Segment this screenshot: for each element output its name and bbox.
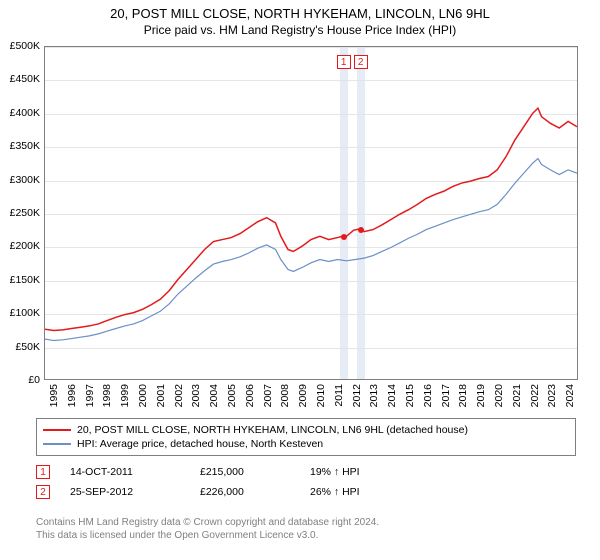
y-tick-label: £50K xyxy=(15,341,40,353)
x-tick-label: 2005 xyxy=(226,384,238,407)
footnote-line2: This data is licensed under the Open Gov… xyxy=(36,529,576,542)
x-tick-label: 2023 xyxy=(546,384,558,407)
x-tick-label: 1995 xyxy=(48,384,60,407)
line-svg xyxy=(45,47,577,379)
legend-row-property: 20, POST MILL CLOSE, NORTH HYKEHAM, LINC… xyxy=(43,423,569,437)
sale-marker-2: 2 xyxy=(36,485,50,499)
sales-row: 1 14-OCT-2011 £215,000 19% ↑ HPI xyxy=(36,462,576,482)
sale-pct: 19% ↑ HPI xyxy=(310,466,410,478)
sale-marker-dot xyxy=(358,227,364,233)
x-tick-label: 2019 xyxy=(475,384,487,407)
x-tick-label: 2010 xyxy=(315,384,327,407)
sale-date: 14-OCT-2011 xyxy=(70,466,180,478)
legend-swatch-hpi xyxy=(43,443,71,445)
y-tick-label: £350K xyxy=(10,140,40,152)
x-tick-label: 1998 xyxy=(101,384,113,407)
chart-subtitle: Price paid vs. HM Land Registry's House … xyxy=(10,23,590,37)
y-tick-label: £0 xyxy=(28,374,40,386)
plot-area: 12 xyxy=(44,46,578,380)
x-tick-label: 2003 xyxy=(190,384,202,407)
x-tick-label: 2004 xyxy=(208,384,220,407)
y-tick-label: £100K xyxy=(10,307,40,319)
x-tick-label: 2024 xyxy=(564,384,576,407)
footnote: Contains HM Land Registry data © Crown c… xyxy=(36,516,576,542)
sales-row: 2 25-SEP-2012 £226,000 26% ↑ HPI xyxy=(36,482,576,502)
x-tick-label: 2009 xyxy=(297,384,309,407)
chart-title: 20, POST MILL CLOSE, NORTH HYKEHAM, LINC… xyxy=(10,6,590,21)
legend-swatch-property xyxy=(43,429,71,431)
sale-marker-dot xyxy=(341,234,347,240)
title-block: 20, POST MILL CLOSE, NORTH HYKEHAM, LINC… xyxy=(0,0,600,39)
x-tick-label: 2018 xyxy=(457,384,469,407)
x-tick-label: 2000 xyxy=(137,384,149,407)
sale-price: £226,000 xyxy=(200,486,290,498)
footnote-line1: Contains HM Land Registry data © Crown c… xyxy=(36,516,576,529)
sale-marker-box: 1 xyxy=(337,55,351,69)
sale-marker-box: 2 xyxy=(354,55,368,69)
x-tick-label: 2002 xyxy=(173,384,185,407)
sale-date: 25-SEP-2012 xyxy=(70,486,180,498)
x-tick-label: 2017 xyxy=(440,384,452,407)
x-tick-label: 2016 xyxy=(422,384,434,407)
x-tick-label: 2022 xyxy=(529,384,541,407)
legend-label-property: 20, POST MILL CLOSE, NORTH HYKEHAM, LINC… xyxy=(77,424,468,436)
x-tick-label: 2021 xyxy=(511,384,523,407)
y-tick-label: £400K xyxy=(10,107,40,119)
sales-table: 1 14-OCT-2011 £215,000 19% ↑ HPI 2 25-SE… xyxy=(36,462,576,502)
legend: 20, POST MILL CLOSE, NORTH HYKEHAM, LINC… xyxy=(36,418,576,456)
y-tick-label: £250K xyxy=(10,207,40,219)
chart-container: 20, POST MILL CLOSE, NORTH HYKEHAM, LINC… xyxy=(0,0,600,560)
y-tick-label: £450K xyxy=(10,73,40,85)
series-property xyxy=(45,108,577,330)
x-tick-label: 2013 xyxy=(368,384,380,407)
y-tick-label: £500K xyxy=(10,40,40,52)
y-tick-label: £200K xyxy=(10,240,40,252)
x-tick-label: 2007 xyxy=(262,384,274,407)
sale-pct: 26% ↑ HPI xyxy=(310,486,410,498)
x-tick-label: 2012 xyxy=(351,384,363,407)
x-tick-label: 2020 xyxy=(493,384,505,407)
sale-marker-1: 1 xyxy=(36,465,50,479)
x-tick-label: 2008 xyxy=(279,384,291,407)
x-tick-label: 2006 xyxy=(244,384,256,407)
y-tick-label: £300K xyxy=(10,174,40,186)
sale-price: £215,000 xyxy=(200,466,290,478)
legend-label-hpi: HPI: Average price, detached house, Nort… xyxy=(77,438,323,450)
x-tick-label: 1999 xyxy=(119,384,131,407)
y-tick-label: £150K xyxy=(10,274,40,286)
x-tick-label: 2011 xyxy=(333,384,345,407)
x-tick-label: 2001 xyxy=(155,384,167,407)
x-tick-label: 1997 xyxy=(84,384,96,407)
x-tick-label: 1996 xyxy=(66,384,78,407)
x-tick-label: 2015 xyxy=(404,384,416,407)
legend-row-hpi: HPI: Average price, detached house, Nort… xyxy=(43,437,569,451)
series-hpi xyxy=(45,159,577,341)
x-tick-label: 2014 xyxy=(386,384,398,407)
